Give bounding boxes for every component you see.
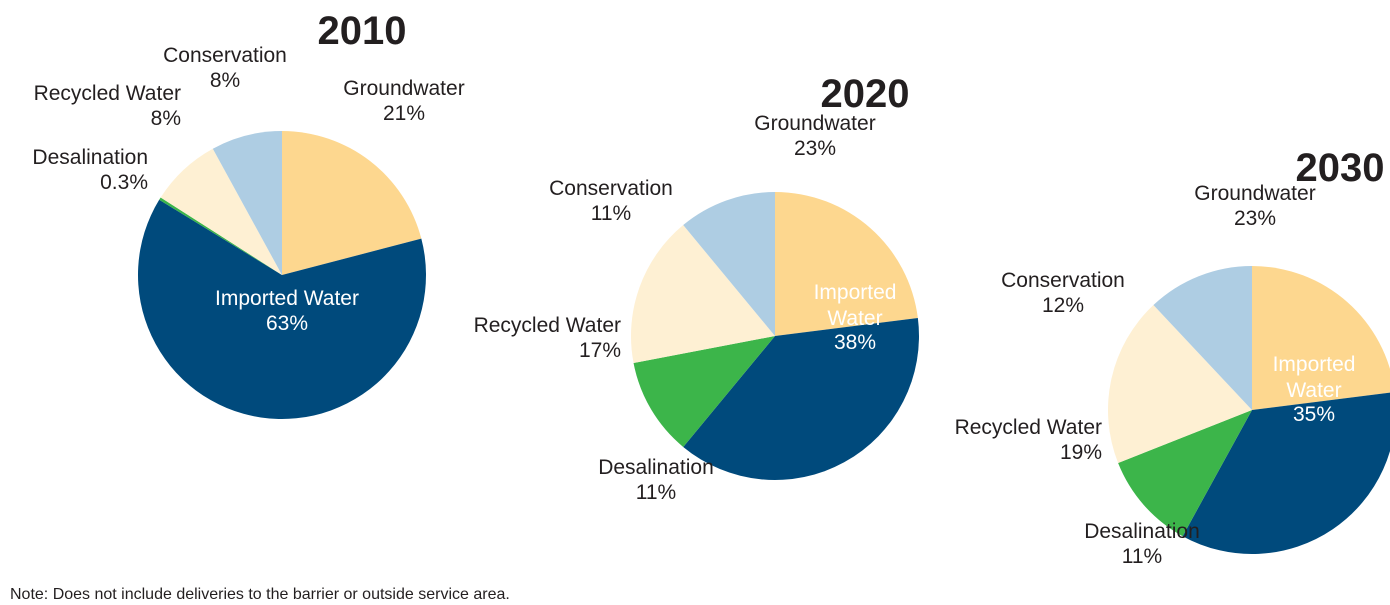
- slice-recycled-water-2020: [631, 225, 775, 363]
- slice-label-groundwater-2030: Groundwater: [1194, 182, 1315, 205]
- slice-label-desalination-2030: Desalination: [1084, 520, 1200, 543]
- slice-value-imported-water-2030: 35%: [1293, 403, 1335, 426]
- footnote: Note: Does not include deliveries to the…: [10, 586, 510, 603]
- slice-groundwater-2010: [282, 131, 422, 275]
- slice-value-imported-water-2010: 63%: [266, 312, 308, 335]
- slice-value-conservation-2030: 12%: [1042, 294, 1084, 317]
- slice-label-imported-water-2020: Imported Water: [814, 281, 897, 330]
- slice-value-recycled-water-2020: 17%: [579, 339, 621, 362]
- slice-desalination-2020: [633, 336, 775, 447]
- slice-imported-water-2030: [1182, 392, 1390, 554]
- slice-value-desalination-2020: 11%: [636, 481, 676, 504]
- slice-label-imported-water-2030: Imported Water: [1273, 353, 1356, 402]
- slice-label-recycled-water-2010: Recycled Water: [34, 82, 181, 105]
- slice-label-desalination-2020: Desalination: [598, 456, 714, 479]
- slice-value-groundwater-2020: 23%: [794, 137, 836, 160]
- slice-label-conservation-2030: Conservation: [1001, 269, 1125, 292]
- slice-desalination-2030: [1118, 410, 1252, 537]
- slice-value-desalination-2030: 11%: [1122, 545, 1162, 568]
- pie-title-2020: 2020: [821, 72, 910, 116]
- pie-title-2030: 2030: [1296, 146, 1385, 190]
- slice-conservation-2020: [683, 192, 775, 336]
- slice-value-groundwater-2010: 21%: [383, 102, 425, 125]
- slice-value-desalination-2010: 0.3%: [100, 171, 148, 194]
- slice-recycled-water-2030: [1108, 305, 1252, 464]
- slice-value-imported-water-2020: 38%: [834, 331, 876, 354]
- slice-desalination-2010: [159, 197, 282, 275]
- slice-groundwater-2030: [1252, 266, 1390, 410]
- slice-label-recycled-water-2020: Recycled Water: [474, 314, 621, 337]
- slice-recycled-water-2010: [160, 148, 282, 275]
- slice-value-conservation-2020: 11%: [591, 202, 631, 225]
- slice-conservation-2030: [1153, 266, 1252, 410]
- slice-conservation-2010: [212, 131, 282, 275]
- slice-label-recycled-water-2030: Recycled Water: [955, 416, 1102, 439]
- pie-title-2010: 2010: [318, 9, 407, 53]
- slice-label-imported-water-2010: Imported Water: [215, 287, 359, 310]
- slice-label-groundwater-2020: Groundwater: [754, 112, 875, 135]
- slice-value-recycled-water-2010: 8%: [151, 107, 181, 130]
- slice-value-groundwater-2030: 23%: [1234, 207, 1276, 230]
- slice-value-conservation-2010: 8%: [210, 69, 240, 92]
- slice-imported-water-2020: [683, 317, 919, 480]
- slice-imported-water-2010: [137, 199, 426, 420]
- slice-label-desalination-2010: Desalination: [32, 146, 148, 169]
- slice-value-recycled-water-2030: 19%: [1060, 441, 1102, 464]
- slice-label-conservation-2020: Conservation: [549, 177, 673, 200]
- slice-label-conservation-2010: Conservation: [163, 44, 287, 67]
- slice-label-groundwater-2010: Groundwater: [343, 77, 464, 100]
- slice-groundwater-2020: [775, 192, 918, 336]
